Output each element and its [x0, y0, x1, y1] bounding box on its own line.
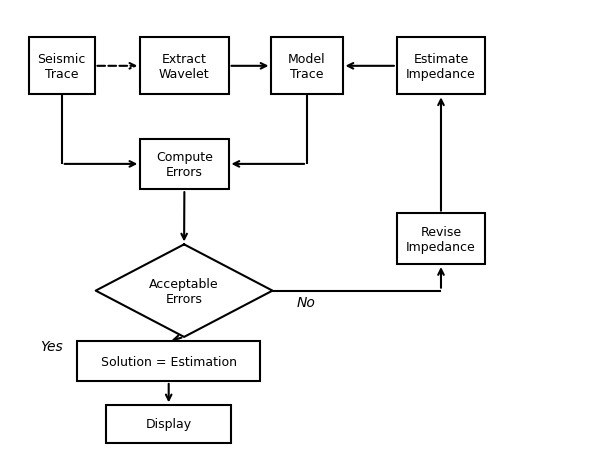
Text: Yes: Yes — [40, 339, 63, 353]
Text: Model
Trace: Model Trace — [288, 53, 326, 81]
Text: Display: Display — [146, 418, 192, 431]
Bar — [140, 139, 229, 190]
Text: No: No — [297, 295, 316, 309]
Bar — [29, 38, 94, 95]
Text: Extract
Wavelet: Extract Wavelet — [159, 53, 210, 81]
Text: Acceptable
Errors: Acceptable Errors — [149, 277, 219, 305]
Text: Seismic
Trace: Seismic Trace — [37, 53, 86, 81]
Bar — [397, 214, 485, 265]
Text: Compute
Errors: Compute Errors — [156, 150, 213, 179]
Text: Estimate
Impedance: Estimate Impedance — [406, 53, 476, 81]
Bar — [77, 342, 260, 381]
Text: Solution = Estimation: Solution = Estimation — [101, 355, 236, 368]
Bar — [140, 38, 229, 95]
Bar — [106, 406, 232, 443]
Text: Revise
Impedance: Revise Impedance — [406, 225, 476, 253]
Bar — [397, 38, 485, 95]
Bar — [271, 38, 343, 95]
